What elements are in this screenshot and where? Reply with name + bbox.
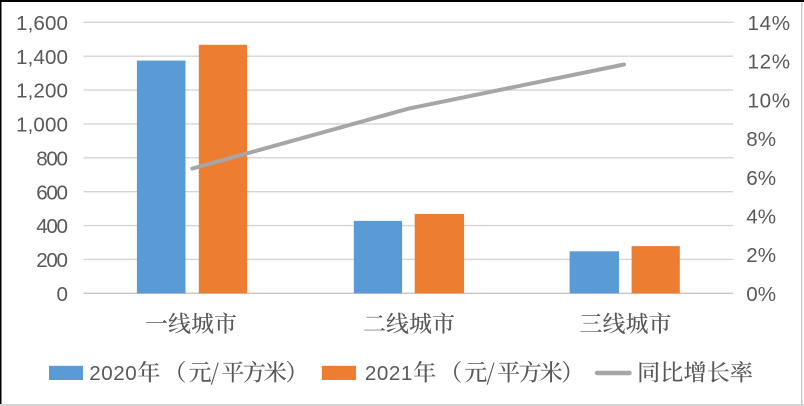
svg-text:10%: 10% <box>748 89 791 112</box>
svg-text:2%: 2% <box>746 244 776 267</box>
svg-text:2020: 2020 <box>89 362 137 385</box>
svg-text:1,200: 1,200 <box>16 80 68 103</box>
svg-text:0%: 0% <box>746 283 776 306</box>
svg-text:1,000: 1,000 <box>16 114 68 137</box>
svg-text:400: 400 <box>36 215 68 238</box>
svg-text:800: 800 <box>36 147 68 170</box>
svg-text:6%: 6% <box>746 167 776 190</box>
svg-text:1,600: 1,600 <box>16 12 68 35</box>
svg-text:600: 600 <box>36 181 68 204</box>
svg-text:2021: 2021 <box>365 362 413 385</box>
svg-text:14%: 14% <box>748 12 791 35</box>
svg-text:0: 0 <box>57 283 68 306</box>
svg-text:1,400: 1,400 <box>16 46 68 69</box>
svg-text:200: 200 <box>36 249 68 272</box>
svg-text:8%: 8% <box>746 128 776 151</box>
svg-text:4%: 4% <box>746 205 776 228</box>
svg-text:12%: 12% <box>748 51 791 74</box>
